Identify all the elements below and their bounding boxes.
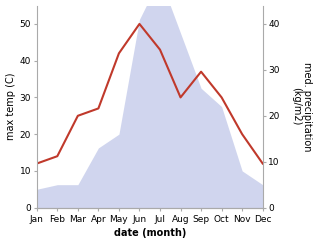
Y-axis label: med. precipitation
(kg/m2): med. precipitation (kg/m2)	[291, 62, 313, 151]
X-axis label: date (month): date (month)	[114, 228, 186, 238]
Y-axis label: max temp (C): max temp (C)	[5, 73, 16, 140]
